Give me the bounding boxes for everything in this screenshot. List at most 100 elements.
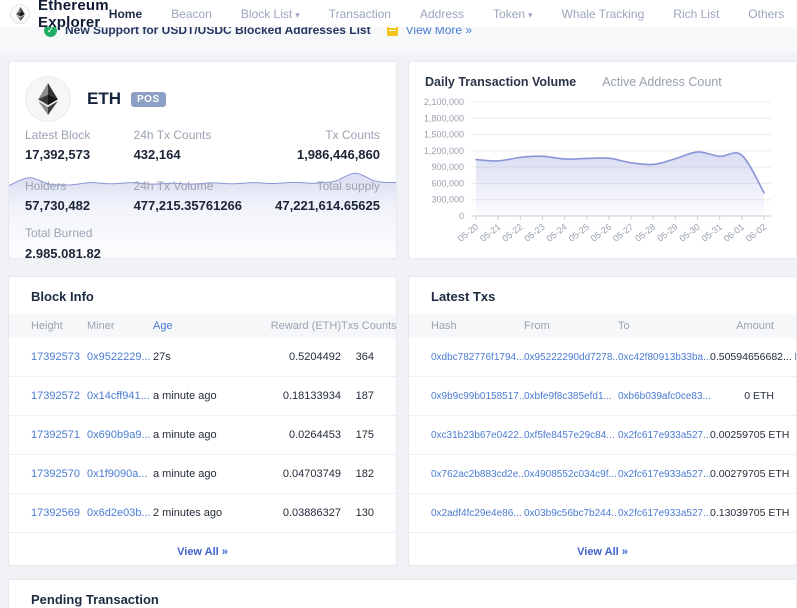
svg-text:2,100,000: 2,100,000: [424, 97, 464, 107]
tx-amount: 0.13039705 ETH: [710, 493, 796, 533]
stat-value: 477,215.35761266: [133, 198, 243, 213]
svg-text:1,500,000: 1,500,000: [424, 130, 464, 140]
block-height-cell: 17392573: [9, 338, 87, 377]
view-all-link[interactable]: View All »: [177, 546, 228, 558]
tab-active-address-count[interactable]: Active Address Count: [602, 75, 722, 89]
table-row: 17392572 0x14cff941... a minute ago 0.18133…: [9, 376, 396, 416]
block-info-card: Block Info Height Miner Age Reward (ETH) Txs…: [8, 276, 397, 566]
tab-daily-transaction-volume[interactable]: Daily Transaction Volume: [425, 75, 577, 89]
chevron-down-icon: ▾: [528, 9, 533, 20]
block-reward: 0.18133934: [241, 376, 341, 416]
stat-label: Holders: [25, 179, 67, 193]
tx-to-cell: 0x2fc617e933a527...: [618, 493, 710, 533]
svg-text:1,800,000: 1,800,000: [424, 113, 464, 123]
table-row: 0x2adf4fc29e4e86... 0x03b9c56bc7b244... 0x…: [409, 493, 796, 533]
miner-link[interactable]: 0x14cff941...: [87, 390, 150, 402]
tx-amount: 0 ETH: [710, 376, 796, 416]
nav-item-home[interactable]: Home: [108, 6, 143, 21]
table-row: 17392573 0x9522229... 27s 0.5204492 364: [9, 338, 396, 377]
miner-link[interactable]: 0x6d2e03b...: [87, 507, 151, 519]
nav-item-rich-list[interactable]: Rich List: [673, 6, 720, 21]
eth-overview-card: ETH POS Latest Block 17,392,573 24h Tx Cou…: [8, 61, 397, 259]
stat-label: 24h Tx Volume: [133, 179, 214, 193]
total-burned-label: Total Burned: [25, 226, 93, 240]
tx-from-link[interactable]: 0x4908552c034c9f...: [524, 468, 617, 480]
tx-from-link[interactable]: 0xbfe9f8c385efd1...: [524, 390, 612, 402]
app-header: Ethereum Explorer Home Beacon Block List ▾ T…: [0, 0, 797, 31]
nav-item-others[interactable]: Others: [748, 6, 785, 21]
tx-to-link[interactable]: 0x2fc617e933a527...: [618, 429, 710, 441]
stat-total-supply: Total supply 47,221,614.65625: [275, 179, 380, 213]
nav-item-token[interactable]: Token ▾: [493, 6, 533, 21]
block-height-cell: 17392572: [9, 376, 87, 416]
miner-link[interactable]: 0x690b9a9...: [87, 429, 151, 441]
block-txs-count: 130: [341, 493, 396, 533]
tx-to-link[interactable]: 0xc42f80913b33ba...: [618, 351, 710, 363]
stat-value: 47,221,614.65625: [275, 198, 380, 213]
tx-hash-link[interactable]: 0x762ac2b883cd2e...: [431, 468, 524, 480]
eth-stats-grid: Latest Block 17,392,573 24h Tx Counts 432,1…: [9, 122, 396, 213]
svg-text:05-30: 05-30: [677, 222, 701, 244]
pos-badge: POS: [131, 91, 166, 107]
announcement-banner: ✓ New Support for USDT/USDC Blocked Addr…: [0, 27, 797, 53]
tx-to-link[interactable]: 0x2fc617e933a527...: [618, 507, 710, 519]
table-row: 17392571 0x690b9a9... a minute ago 0.026445…: [9, 415, 396, 455]
tx-to-link[interactable]: 0xb6b039afc0ce83...: [618, 390, 710, 402]
stat-latest-block: Latest Block 17,392,573: [25, 128, 134, 162]
svg-text:05-31: 05-31: [700, 222, 724, 244]
block-age: 27s: [153, 338, 241, 377]
block-info-view-all: View All »: [9, 533, 396, 565]
view-all-link[interactable]: View All »: [577, 546, 628, 558]
miner-cell: 0x1f9090a...: [87, 454, 153, 494]
block-height-link[interactable]: 17392573: [31, 351, 80, 363]
tx-to-cell: 0x2fc617e933a527...: [618, 454, 710, 494]
miner-cell: 0x14cff941...: [87, 376, 153, 416]
block-height-cell: 17392569: [9, 493, 87, 533]
tx-hash-cell: 0xdbc782776f1794...: [409, 338, 524, 377]
nav-item-whale-tracking[interactable]: Whale Tracking: [561, 6, 645, 21]
stat-label: Latest Block: [25, 128, 91, 142]
table-row: 0x762ac2b883cd2e... 0x4908552c034c9f... 0x…: [409, 454, 796, 494]
svg-text:05-24: 05-24: [545, 222, 569, 244]
tx-from-link[interactable]: 0x95222290dd7278...: [524, 351, 618, 363]
nav-item-address[interactable]: Address: [419, 6, 465, 21]
col-header-age[interactable]: Age: [153, 314, 241, 338]
svg-text:05-28: 05-28: [633, 222, 657, 244]
tx-hash-link[interactable]: 0x2adf4fc29e4e86...: [431, 507, 522, 519]
svg-text:05-20: 05-20: [456, 222, 480, 244]
tx-from-link[interactable]: 0xf5fe8457e29c84...: [524, 429, 615, 441]
block-height-cell: 17392571: [9, 415, 87, 455]
miner-cell: 0x9522229...: [87, 338, 153, 377]
svg-text:900,000: 900,000: [431, 162, 464, 172]
block-txs-count: 175: [341, 415, 396, 455]
svg-text:05-23: 05-23: [522, 222, 546, 244]
latest-txs-title: Latest Txs: [431, 289, 496, 304]
view-more-link[interactable]: View More »: [405, 27, 473, 37]
block-height-link[interactable]: 17392571: [31, 429, 80, 441]
total-burned-stat: Total Burned 2,985,081.82: [9, 226, 396, 258]
tx-hash-cell: 0x2adf4fc29e4e86...: [409, 493, 524, 533]
table-row: 0xc31b23b67e0422... 0xf5fe8457e29c84... 0x…: [409, 415, 796, 455]
tx-hash-link[interactable]: 0xdbc782776f1794...: [431, 351, 524, 363]
block-height-link[interactable]: 17392572: [31, 390, 80, 402]
svg-text:600,000: 600,000: [431, 178, 464, 188]
stat-label: Tx Counts: [325, 128, 380, 142]
block-txs-count: 182: [341, 454, 396, 494]
block-reward: 0.04703749: [241, 454, 341, 494]
tx-from-cell: 0x03b9c56bc7b244...: [524, 493, 618, 533]
pending-transaction-card: Pending Transaction: [8, 579, 797, 608]
block-height-link[interactable]: 17392569: [31, 507, 80, 519]
tx-to-link[interactable]: 0x2fc617e933a527...: [618, 468, 710, 480]
tx-hash-link[interactable]: 0xc31b23b67e0422...: [431, 429, 524, 441]
tx-from-link[interactable]: 0x03b9c56bc7b244...: [524, 507, 618, 519]
nav-item-beacon[interactable]: Beacon: [171, 6, 212, 21]
nav-item-transaction[interactable]: Transaction: [328, 6, 391, 21]
miner-link[interactable]: 0x1f9090a...: [87, 468, 148, 480]
nav-item-block-list[interactable]: Block List ▾: [240, 6, 300, 21]
block-age: a minute ago: [153, 376, 241, 416]
tx-hash-link[interactable]: 0x9b9c99b0158517...: [431, 390, 524, 402]
svg-text:05-26: 05-26: [589, 222, 613, 244]
block-height-link[interactable]: 17392570: [31, 468, 80, 480]
miner-link[interactable]: 0x9522229...: [87, 351, 151, 363]
col-header-amount: Amount: [710, 314, 796, 338]
